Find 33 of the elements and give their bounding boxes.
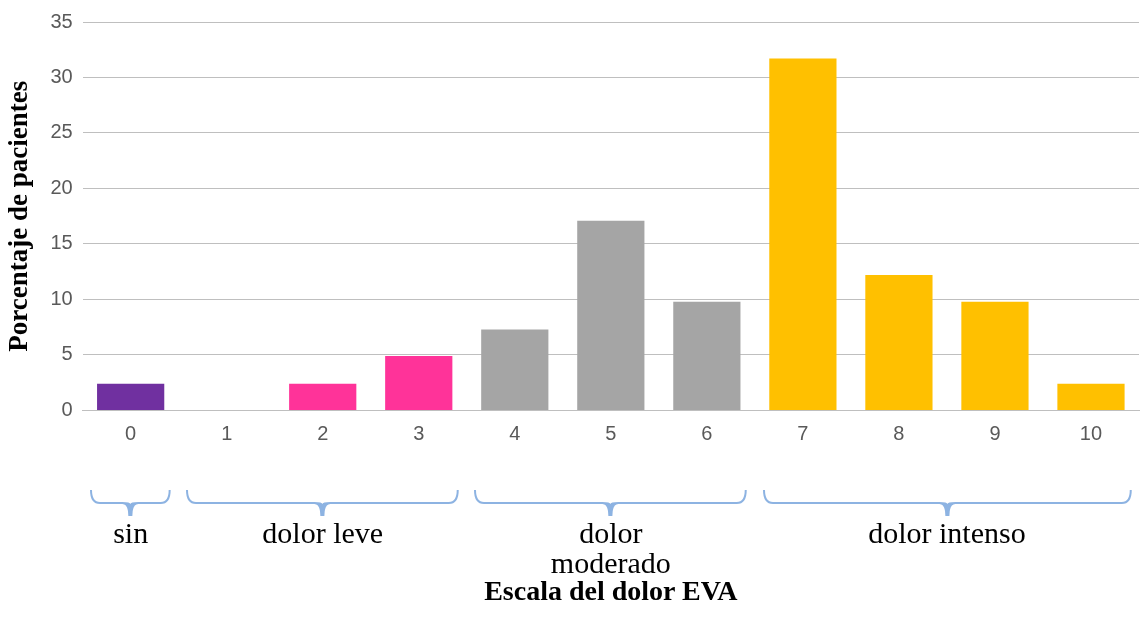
x-tick-label: 6 — [701, 421, 713, 444]
y-tick-label: 10 — [50, 286, 73, 309]
bar — [481, 329, 549, 410]
y-tick-label: 35 — [50, 9, 73, 32]
x-tick-label: 10 — [1079, 421, 1103, 444]
text: dolor leve — [261, 516, 385, 549]
text: sin — [112, 516, 150, 549]
y-tick-label: 30 — [50, 65, 73, 87]
bar — [97, 383, 165, 410]
x-tick-label: 0 — [125, 421, 137, 444]
x-tick-label: 4 — [509, 421, 521, 444]
x-tick-label: 2 — [317, 421, 329, 444]
bar — [769, 58, 837, 410]
y-axis-title: Porcentaje de pacientes — [3, 80, 34, 352]
x-tick-label: 9 — [989, 421, 1001, 444]
bar — [385, 356, 453, 410]
bar — [865, 275, 933, 410]
y-tick-label: 0 — [61, 397, 73, 420]
y-tick-label: 25 — [50, 120, 73, 143]
x-tick-label: 8 — [893, 421, 905, 444]
y-tick-label: 15 — [50, 231, 73, 254]
x-tick-label: 1 — [221, 421, 233, 444]
bar — [961, 301, 1029, 410]
x-tick-label: 5 — [605, 421, 617, 444]
x-tick-label: 3 — [413, 421, 425, 444]
text: dolor intenso — [867, 516, 1027, 549]
y-tick-label: 5 — [61, 342, 73, 365]
bar — [673, 301, 741, 410]
bar — [1057, 383, 1125, 410]
bar — [577, 220, 645, 410]
bar — [289, 383, 357, 410]
y-tick-label: 20 — [50, 175, 73, 198]
x-tick-label: 7 — [797, 421, 809, 444]
